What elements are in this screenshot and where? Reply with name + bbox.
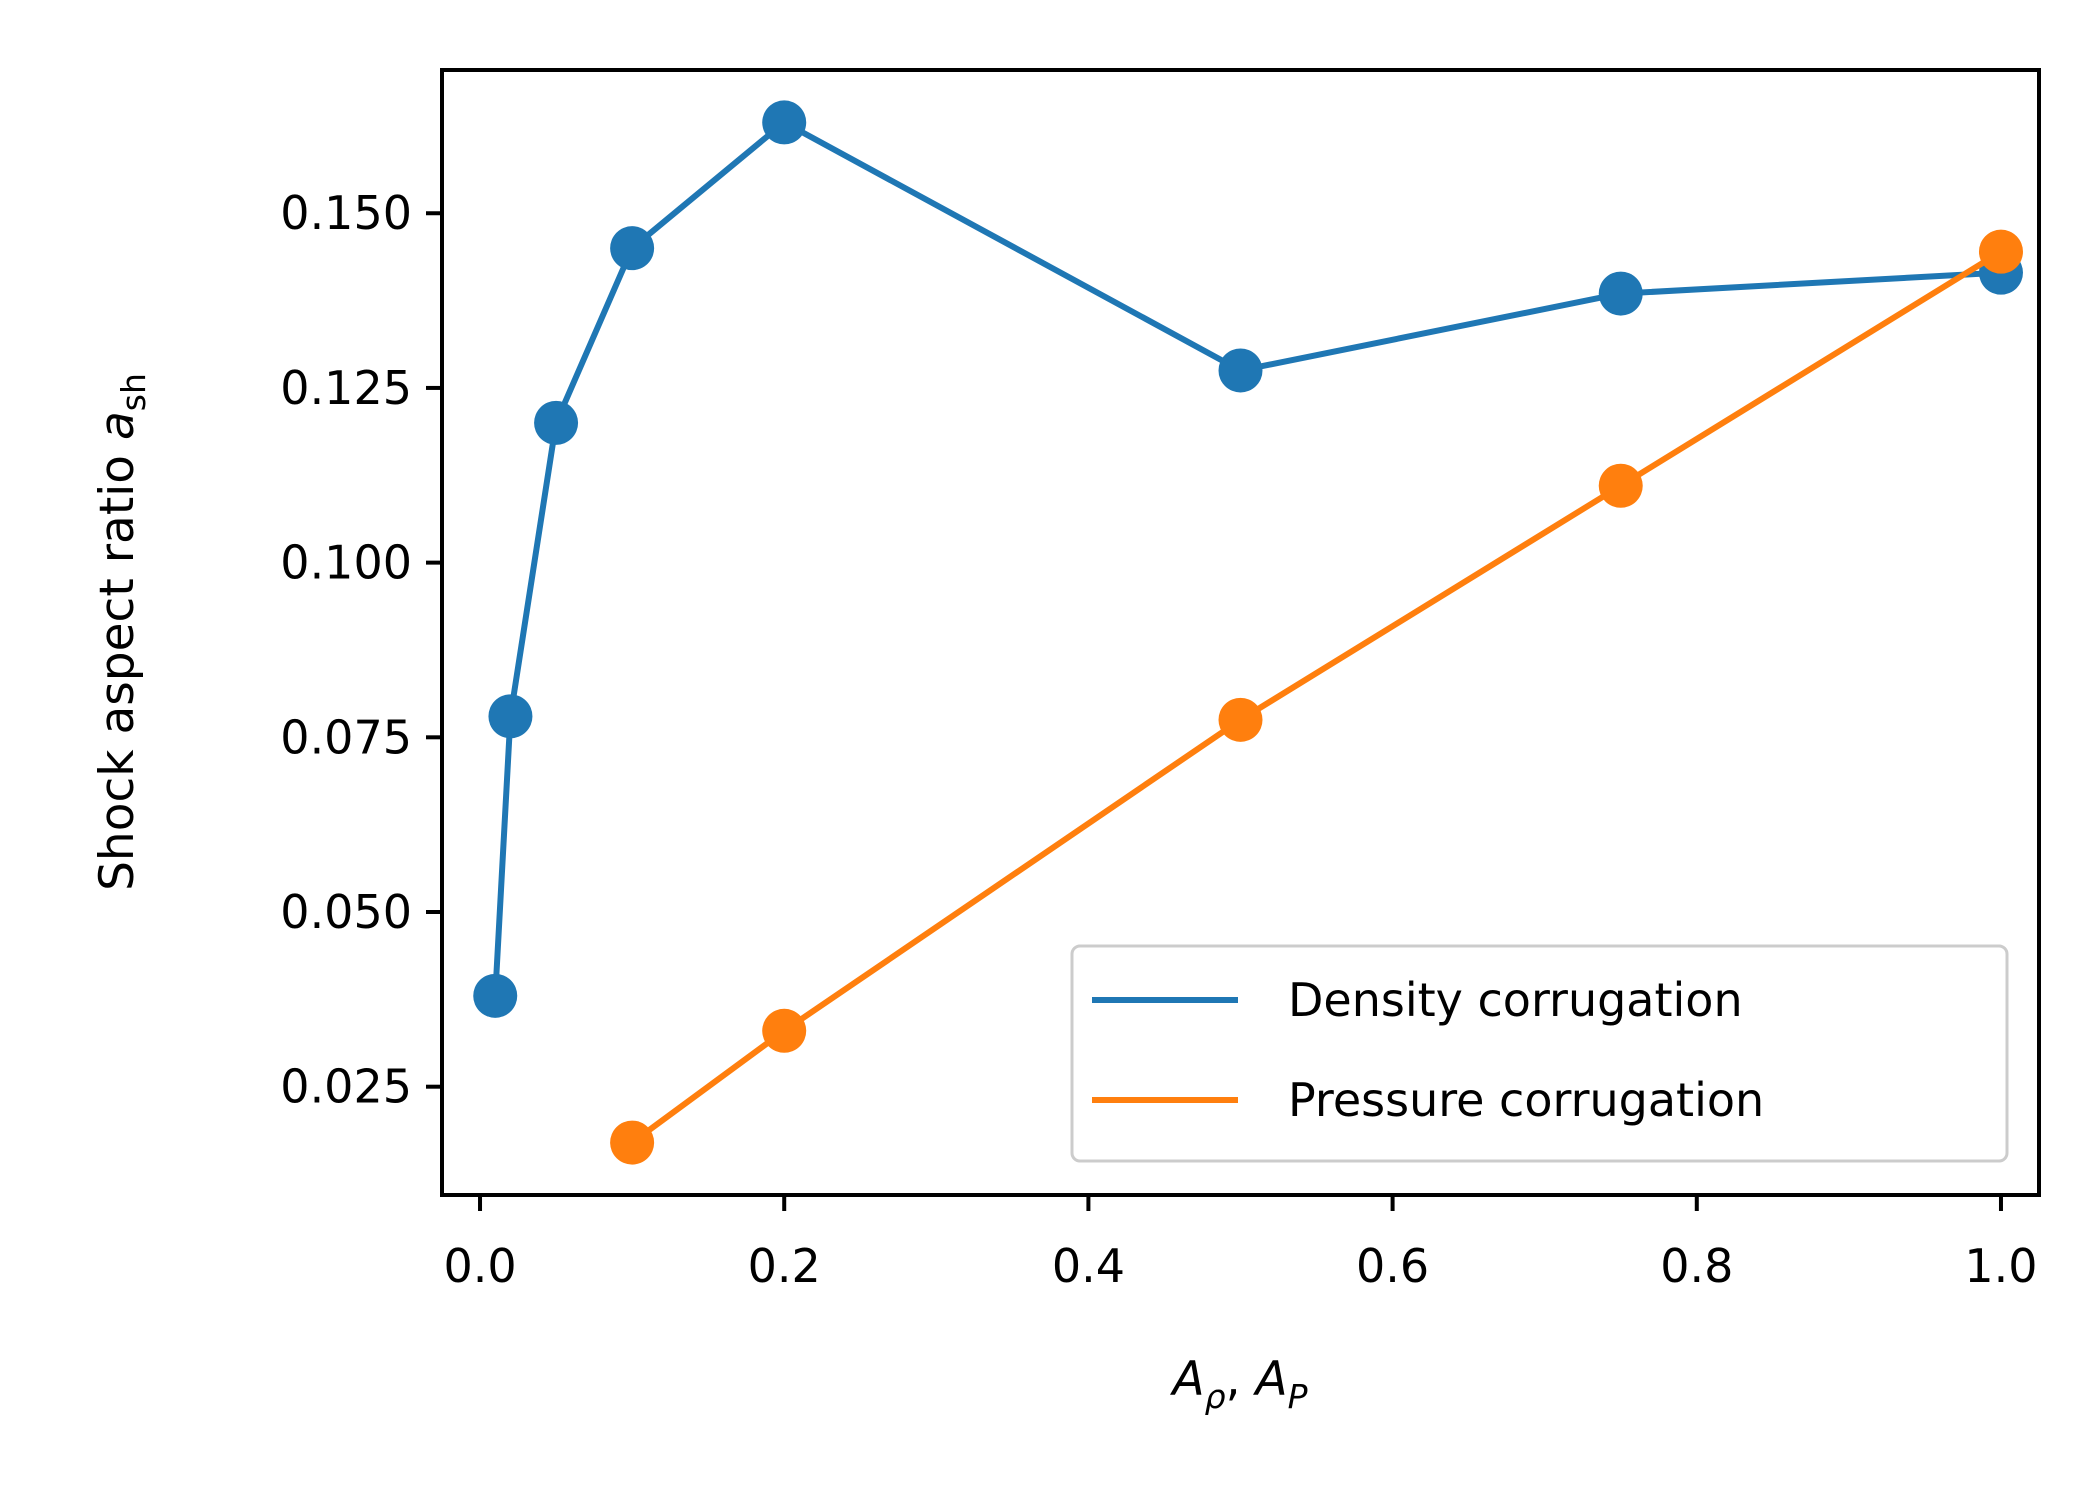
x-tick-label: 1.0 (1964, 1239, 2037, 1293)
y-tick-label: 0.150 (280, 186, 412, 240)
y-tick-label: 0.125 (280, 361, 412, 415)
y-tick-label: 0.050 (280, 885, 412, 939)
legend-box (1070, 944, 2009, 1163)
y-axis-title-text: Shock aspect ratio (90, 440, 145, 891)
plot-frame (440, 68, 2041, 1197)
series-1 (610, 229, 2023, 1165)
plot-content (473, 100, 2023, 1165)
x-tick-label: 0.2 (748, 1239, 821, 1293)
y-tick-label: 0.100 (280, 536, 412, 590)
x-tick-label: 0.8 (1660, 1239, 1733, 1293)
data-point (762, 100, 807, 145)
y-tick-label: 0.075 (280, 710, 412, 764)
data-point (1218, 348, 1263, 393)
x-axis-title-sub2: P (1288, 1377, 1308, 1416)
data-point (534, 400, 579, 445)
x-tick-label: 0.6 (1356, 1239, 1429, 1293)
legend-density-label: Density corrugation (1288, 973, 1743, 1027)
x-axis-title-sep: , (1226, 1352, 1256, 1407)
x-tick-label: 0.0 (443, 1239, 516, 1293)
x-axis-title: Aρ, AP (1169, 1352, 1307, 1416)
data-point (1598, 463, 1643, 508)
series-line (492, 119, 2002, 997)
data-point (473, 973, 518, 1018)
x-axis-title-var2: A (1252, 1352, 1287, 1407)
data-point (1218, 697, 1263, 742)
series-0 (473, 100, 2023, 1018)
y-axis-title-sub: sh (114, 373, 153, 411)
x-axis-title-var1: A (1169, 1352, 1204, 1407)
y-axis: 0.025 0.050 0.075 0.100 0.125 0.150 (280, 186, 442, 1114)
data-point (610, 1120, 655, 1165)
data-point (1598, 271, 1643, 316)
data-point (1978, 229, 2023, 274)
legend-pressure-label: Pressure corrugation (1288, 1073, 1764, 1127)
y-axis-title: Shock aspect ratio ash (90, 373, 153, 891)
x-axis: 0.0 0.2 0.4 0.6 0.8 1.0 (443, 1195, 2038, 1293)
x-tick-label: 0.4 (1052, 1239, 1125, 1293)
data-point (610, 226, 655, 271)
y-tick-label: 0.025 (280, 1060, 412, 1114)
x-axis-title-sub1: ρ (1205, 1377, 1226, 1416)
data-point (488, 694, 533, 739)
data-point (762, 1008, 807, 1053)
y-axis-title-var: a (90, 411, 145, 440)
legend: Density corrugation Pressure corrugation (1070, 944, 2009, 1163)
